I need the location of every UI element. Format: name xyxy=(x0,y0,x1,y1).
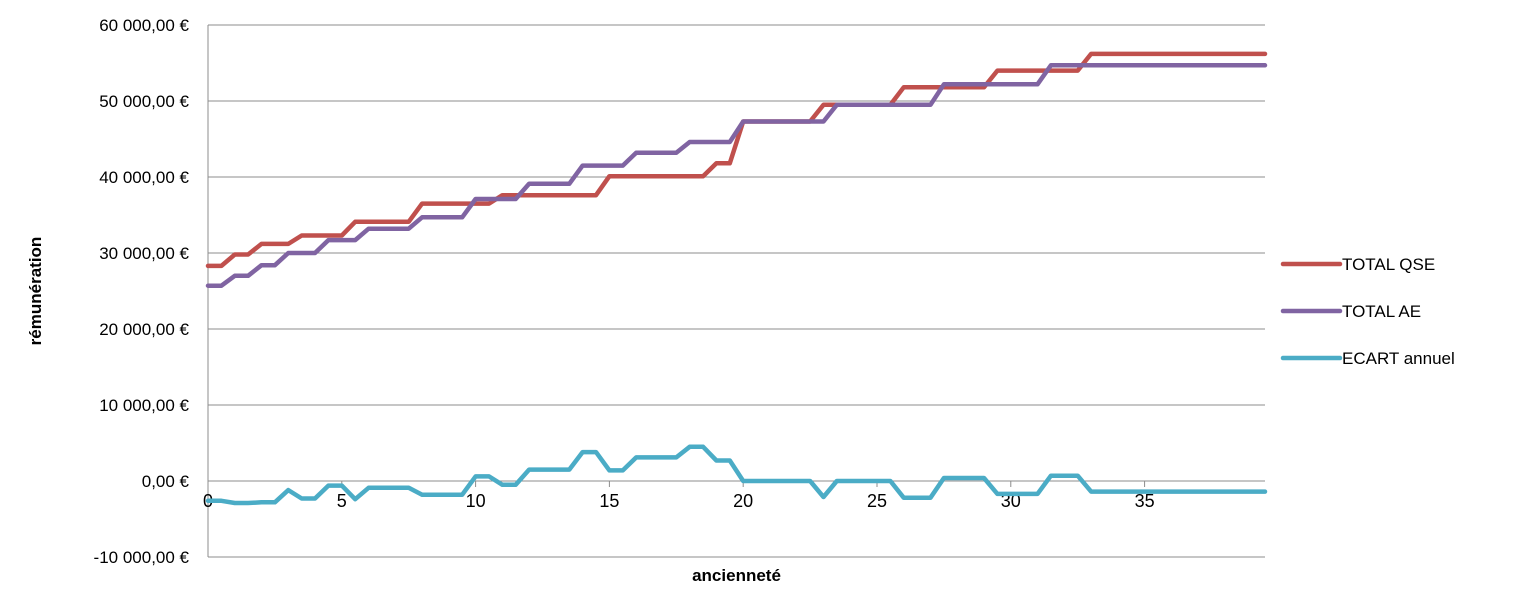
y-axis-title: rémunération xyxy=(26,237,45,346)
gridlines xyxy=(207,24,1265,558)
y-tick-label-1: 0,00 € xyxy=(142,472,190,491)
x-tick-label-2: 10 xyxy=(466,491,486,511)
y-tick-label-4: 30 000,00 € xyxy=(99,244,189,263)
y-tick-label-6: 50 000,00 € xyxy=(99,92,189,111)
y-tick-labels: -10 000,00 € 0,00 € 10 000,00 € 20 000,00 €… xyxy=(94,16,190,567)
y-tick-label-3: 20 000,00 € xyxy=(99,320,189,339)
x-tick-label-1: 5 xyxy=(337,491,347,511)
y-tick-label-2: 10 000,00 € xyxy=(99,396,189,415)
x-tick-label-4: 20 xyxy=(733,491,753,511)
y-tick-label-0: -10 000,00 € xyxy=(94,548,190,567)
data-series xyxy=(205,51,1268,506)
legend-label-0: TOTAL QSE xyxy=(1342,255,1435,274)
x-tick-label-7: 35 xyxy=(1135,491,1155,511)
x-tick-label-5: 25 xyxy=(867,491,887,511)
legend-label-1: TOTAL AE xyxy=(1342,302,1421,321)
series-line-0 xyxy=(205,51,1268,269)
x-axis-title: ancienneté xyxy=(692,566,781,585)
series-line-1 xyxy=(205,63,1268,288)
x-tick-label-3: 15 xyxy=(599,491,619,511)
y-tick-label-5: 40 000,00 € xyxy=(99,168,189,187)
y-tick-label-7: 60 000,00 € xyxy=(99,16,189,35)
series-line-2 xyxy=(205,444,1268,506)
legend: TOTAL QSE TOTAL AE ECART annuel xyxy=(1280,255,1455,368)
legend-label-2: ECART annuel xyxy=(1342,349,1455,368)
